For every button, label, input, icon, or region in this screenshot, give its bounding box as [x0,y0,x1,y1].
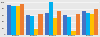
Bar [90,14,94,35]
Bar [53,18,57,35]
Bar [76,14,80,35]
Bar [63,15,67,35]
Bar [30,16,34,35]
Bar [49,2,53,35]
Bar [12,6,16,35]
Bar [38,14,42,35]
Bar [82,11,86,35]
Bar [71,31,76,35]
Bar [7,5,12,35]
Bar [67,17,71,35]
Bar [86,13,90,35]
Bar [26,15,30,35]
Bar [16,6,20,35]
Bar [20,4,24,35]
Bar [34,29,38,35]
Bar [57,11,61,35]
Bar [44,13,49,35]
Bar [94,9,98,35]
